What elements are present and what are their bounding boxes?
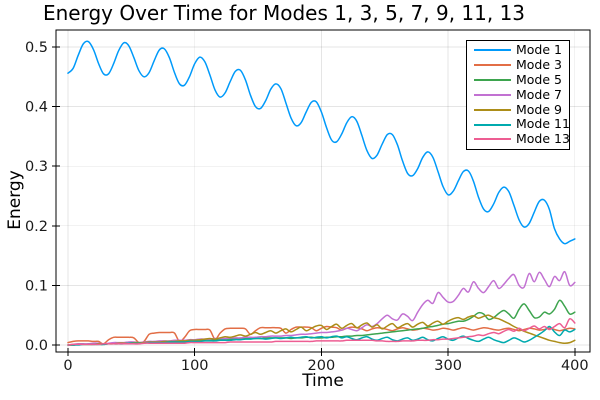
series-line-mode-1 <box>67 40 576 245</box>
x-tick-label: 200 <box>308 358 336 374</box>
legend-item: Mode 13 <box>474 131 570 147</box>
legend-item: Mode 7 <box>474 88 569 101</box>
legend-item-label: Mode 1 <box>516 42 562 58</box>
legend-line-swatch <box>474 64 511 67</box>
x-tick-label: 400 <box>561 358 589 374</box>
plot-frame <box>55 29 591 353</box>
legend-item-label: Mode 9 <box>516 101 562 117</box>
legend-item-label: Mode 5 <box>516 71 562 87</box>
legend-line-swatch <box>474 93 511 96</box>
legend-item-label: Mode 11 <box>516 116 570 132</box>
series-line-mode-13 <box>67 317 576 346</box>
legend-item-label: Mode 7 <box>516 86 562 102</box>
legend-item-label: Mode 13 <box>516 131 570 147</box>
legend-item: Mode 5 <box>474 71 569 87</box>
x-tick-label: 300 <box>434 358 462 374</box>
x-tick-label: 0 <box>63 358 72 374</box>
legend-item-label: Mode 3 <box>516 57 562 73</box>
legend-line-swatch <box>474 108 511 111</box>
legend: Mode 1 Mode 3 Mode 5 Mode 7 Mode 9 Mode 11 Mod… <box>466 40 570 150</box>
y-tick-label: 0.5 <box>25 40 48 56</box>
x-axis-label: Time <box>302 371 344 391</box>
y-tick-label: 0.4 <box>25 100 48 116</box>
y-tick-label: 0.3 <box>25 159 48 175</box>
chart-title: Energy Over Time for Modes 1, 3, 5, 7, 9… <box>42 1 526 25</box>
legend-line-swatch <box>474 79 511 82</box>
legend-item: Mode 9 <box>474 103 569 116</box>
series-line-mode-3 <box>67 325 576 345</box>
y-tick-label: 0.0 <box>25 338 48 354</box>
y-tick-label: 0.1 <box>25 278 48 294</box>
legend-item: Mode 3 <box>474 59 569 72</box>
legend-item: Mode 1 <box>474 44 569 57</box>
legend-item: Mode 11 <box>474 116 570 132</box>
y-tick-label: 0.2 <box>25 219 48 235</box>
x-tick-label: 100 <box>181 358 209 374</box>
legend-line-swatch <box>474 138 511 141</box>
legend-line-swatch <box>474 123 511 126</box>
legend-line-swatch <box>474 49 511 52</box>
